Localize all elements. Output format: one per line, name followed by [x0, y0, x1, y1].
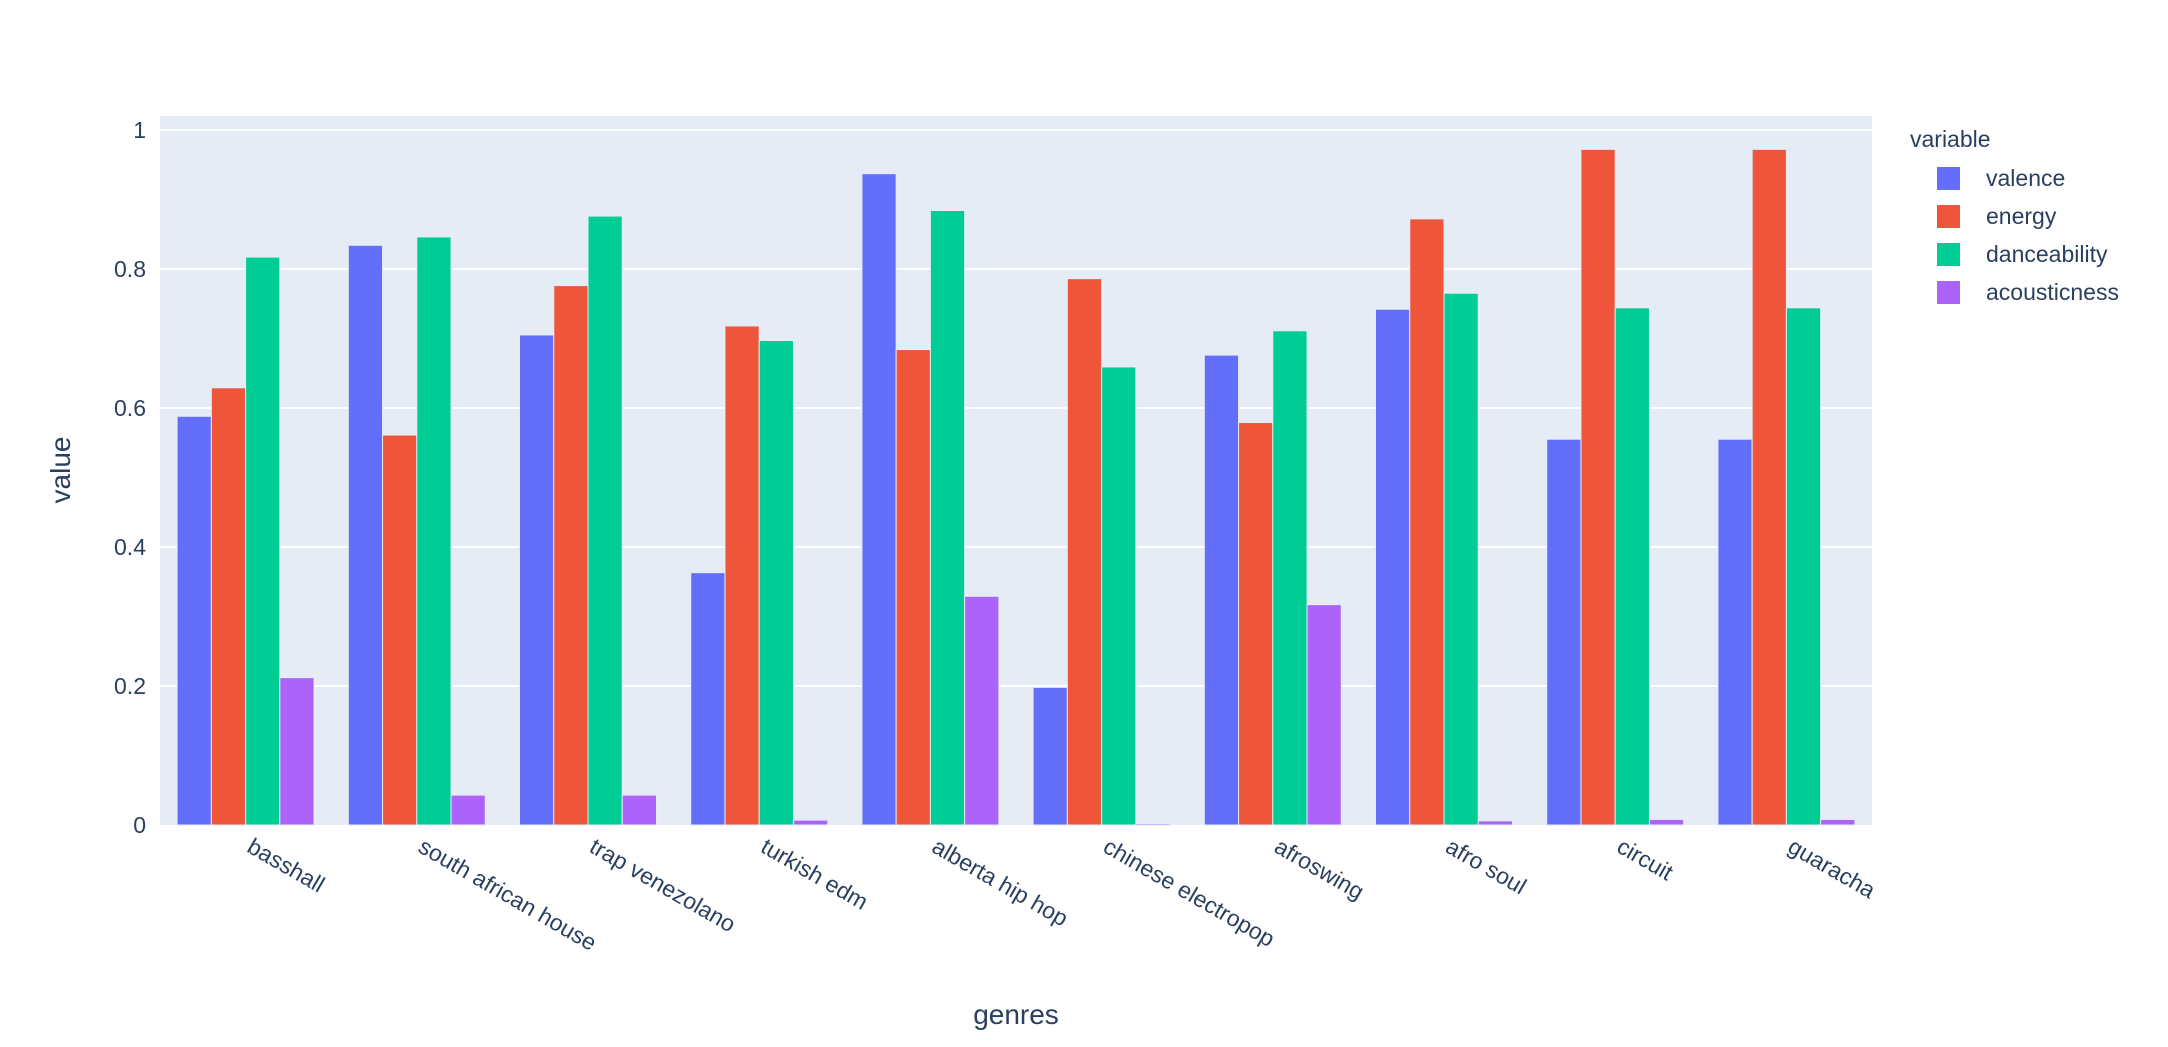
- bar-valence-9: [1717, 438, 1753, 826]
- bar-danceability-5: [1101, 366, 1137, 826]
- bar-danceability-0: [245, 256, 281, 826]
- legend-label-acousticness: acousticness: [1986, 279, 2119, 305]
- bar-acousticness-3: [792, 819, 829, 826]
- bar-energy-7: [1409, 218, 1445, 826]
- x-axis-title: genres: [973, 999, 1059, 1030]
- bar-danceability-7: [1443, 292, 1479, 826]
- bar-valence-6: [1203, 354, 1240, 826]
- bar-energy-1: [382, 434, 418, 826]
- legend-swatch-energy: [1937, 205, 1960, 228]
- x-tick-label: basshall: [243, 833, 329, 898]
- legend-title: variable: [1910, 126, 1991, 152]
- x-tick-label: trap venezolano: [586, 833, 741, 937]
- bar-acousticness-5: [1135, 823, 1171, 826]
- y-tick-label: 0.2: [114, 673, 146, 699]
- y-axis-title: value: [45, 437, 76, 504]
- bar-energy-9: [1751, 148, 1787, 826]
- x-tick-label: south african house: [414, 833, 601, 956]
- y-tick-label: 0: [133, 812, 146, 838]
- legend: variable valence energy danceability acoust…: [1910, 126, 2119, 305]
- bars: [176, 148, 1856, 826]
- y-tick-label: 0.6: [114, 395, 146, 421]
- y-axis-ticks: 0 0.2 0.4 0.6 0.8 1: [114, 117, 146, 838]
- bar-valence-4: [861, 173, 897, 826]
- bar-danceability-3: [758, 340, 794, 826]
- x-tick-label: circuit: [1613, 833, 1679, 886]
- x-tick-label: alberta hip hop: [928, 833, 1073, 932]
- bar-energy-6: [1238, 422, 1274, 826]
- bar-acousticness-6: [1306, 604, 1342, 826]
- bar-energy-8: [1580, 148, 1616, 826]
- bar-acousticness-8: [1648, 818, 1685, 826]
- bar-valence-7: [1375, 308, 1411, 826]
- bar-acousticness-2: [621, 794, 657, 826]
- bar-valence-5: [1032, 686, 1068, 826]
- bar-danceability-8: [1614, 307, 1650, 826]
- legend-swatch-valence: [1937, 167, 1960, 190]
- bar-danceability-1: [416, 236, 452, 826]
- bar-acousticness-7: [1477, 820, 1513, 826]
- bar-acousticness-1: [450, 794, 486, 826]
- bar-acousticness-0: [279, 677, 315, 826]
- y-tick-label: 0.4: [114, 534, 146, 560]
- x-tick-label: chinese electropop: [1099, 833, 1279, 952]
- bar-valence-2: [519, 334, 555, 826]
- bar-energy-0: [210, 387, 247, 826]
- bar-valence-3: [690, 572, 726, 826]
- y-tick-label: 0.8: [114, 256, 146, 282]
- legend-swatch-acousticness: [1937, 281, 1960, 304]
- legend-swatch-danceability: [1937, 243, 1960, 266]
- legend-label-valence: valence: [1986, 165, 2065, 191]
- bar-danceability-9: [1785, 307, 1822, 826]
- bar-valence-1: [347, 244, 384, 826]
- bar-acousticness-4: [964, 595, 1000, 826]
- bar-energy-5: [1066, 278, 1103, 826]
- y-tick-label: 1: [133, 117, 146, 143]
- bar-danceability-6: [1272, 330, 1308, 826]
- bar-danceability-4: [929, 210, 966, 826]
- bar-acousticness-9: [1820, 818, 1856, 826]
- x-tick-label: afroswing: [1270, 833, 1368, 905]
- legend-label-danceability: danceability: [1986, 241, 2108, 267]
- bar-energy-3: [724, 325, 760, 826]
- bar-danceability-2: [587, 215, 623, 826]
- bar-valence-0: [176, 415, 212, 826]
- x-tick-label: guaracha: [1784, 833, 1880, 904]
- x-tick-label: turkish edm: [757, 833, 873, 915]
- x-tick-label: afro soul: [1442, 833, 1531, 900]
- bar-valence-8: [1546, 438, 1582, 826]
- bar-energy-4: [895, 349, 931, 826]
- bar-energy-2: [553, 285, 589, 826]
- legend-label-energy: energy: [1986, 203, 2057, 229]
